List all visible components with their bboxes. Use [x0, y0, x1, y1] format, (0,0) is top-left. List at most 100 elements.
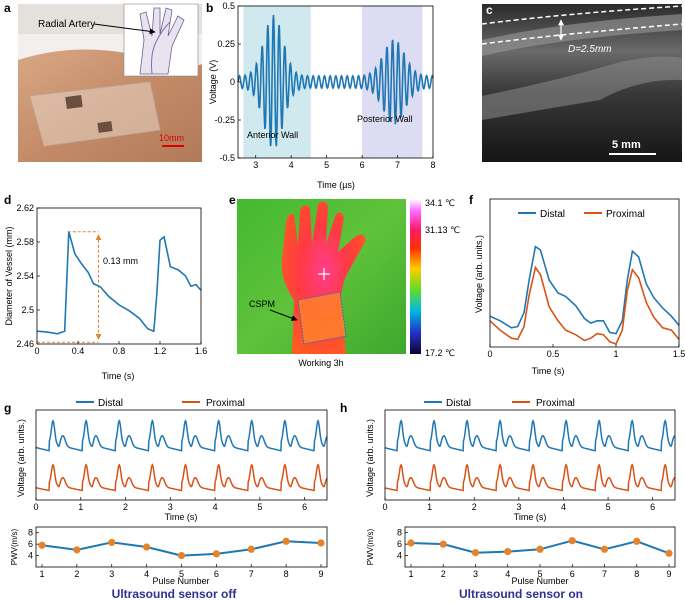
caption-g: Ultrasound sensor off: [112, 587, 238, 601]
scale-bar-c-label: 5 mm: [612, 139, 641, 151]
g_bottom-xtick-label: 6: [214, 569, 219, 579]
x-axis-label-d: Time (s): [102, 371, 135, 381]
caption-h: Ultrasound sensor on: [459, 587, 583, 601]
sensor-element: [97, 121, 113, 133]
colorbar-mid-label: 31.13 ℃: [425, 225, 460, 235]
d-xtick-label: 1.6: [195, 346, 208, 356]
h_bottom-ytick-label: 4: [397, 551, 402, 561]
proximal-series-line-f: [489, 265, 680, 346]
legend-distal-g: Distal: [98, 398, 123, 409]
distal-pulse-train-g_top: [35, 419, 328, 452]
d-xtick-label: 0.8: [113, 346, 126, 356]
plot-frame-g-top: [35, 409, 328, 501]
h_bottom-ytick-label: 6: [397, 539, 402, 549]
pwv-point: [407, 539, 415, 547]
sensor-element: [65, 94, 83, 110]
b-xtick-label: 6: [360, 160, 365, 170]
distal-series-line-f: [489, 245, 680, 335]
g_bottom-xtick-label: 4: [144, 569, 149, 579]
panel-b-letter: b: [206, 1, 213, 15]
g_bottom-ytick-label: 6: [28, 539, 33, 549]
h_top-xtick-label: 5: [606, 502, 611, 512]
h_bottom-xtick-label: 6: [570, 569, 575, 579]
h_bottom-xtick-label: 4: [505, 569, 510, 579]
pwv-point: [108, 538, 116, 547]
g_bottom-xtick-label: 2: [74, 569, 79, 579]
g_bottom-xtick-label: 7: [249, 569, 254, 579]
x-axis-label-b: Time (µs): [317, 180, 355, 190]
diameter-label: D=2.5mm: [568, 44, 612, 55]
y-axis-label-g-bottom: PWV(m/s): [10, 528, 19, 565]
diameter-series-line: [36, 231, 202, 335]
d-xtick-label: 0.4: [72, 346, 85, 356]
pwv-point: [282, 537, 290, 545]
d-ytick-label: 2.58: [16, 237, 34, 247]
f-xtick-label: 1: [613, 349, 618, 359]
b-xtick-label: 7: [395, 160, 400, 170]
h_bottom-ytick-label: 8: [397, 528, 402, 538]
radial-artery-arrow: [93, 23, 156, 35]
hand-drawing: [139, 7, 185, 75]
h_bottom-xtick-label: 7: [602, 569, 607, 579]
proximal-pulse-train-h_top: [384, 463, 676, 492]
y-axis-label-f: Voltage (arb. units.): [474, 235, 484, 313]
panel-h: h Distal Proximal 0 1 2 3 4 5 6 Time (s) Volta…: [340, 398, 676, 601]
f-xtick-label: 0.5: [547, 349, 560, 359]
panel-c-letter: c: [486, 3, 493, 17]
pwv-point: [247, 545, 255, 553]
distal-pulse-train-h_top: [384, 419, 676, 452]
h_bottom-xtick-label: 2: [441, 569, 446, 579]
pwv-point: [600, 545, 609, 553]
h_top-xtick-label: 2: [472, 502, 477, 512]
h_bottom-xtick-label: 5: [537, 569, 542, 579]
device-region: [297, 291, 347, 345]
pwv-point: [439, 540, 447, 548]
radial-artery-label: Radial Artery: [38, 19, 95, 30]
g_top-xtick-label: 4: [213, 502, 218, 512]
colorbar-min-label: 17.2 ℃: [425, 348, 455, 358]
artery-drawing: [151, 21, 171, 75]
y-axis-label-d: Diameter of Vessel (mm): [4, 226, 14, 325]
y-axis-label-h-top: Voltage (arb. units.): [365, 419, 375, 497]
pwv-point: [212, 550, 220, 558]
plot-frame-d: [36, 207, 202, 345]
scale-bar-a-label: 10mm: [159, 133, 184, 143]
legend-proximal-g: Proximal: [206, 398, 245, 409]
legend-distal-f: Distal: [540, 209, 565, 220]
panel-d: d 0 0.4 0.8 1.2 1.6 2.46 2.5 2.54 2.58 2.62 0.13 …: [4, 193, 207, 381]
h_bottom-xtick-label: 9: [666, 569, 671, 579]
b-xtick-label: 8: [430, 160, 435, 170]
pwv-point: [536, 545, 544, 553]
panel-g: g Distal Proximal 0 1 2 3 4 5 6 Time (s) Volta…: [4, 398, 328, 601]
legend-distal-h: Distal: [446, 398, 471, 409]
plot-frame-g-bottom: [35, 526, 328, 568]
vessel-wall-lower: [481, 23, 683, 45]
x-axis-label-f: Time (s): [532, 366, 565, 376]
x-axis-label-h-bottom: Pulse Number: [511, 576, 568, 586]
h_top-xtick-label: 4: [561, 502, 566, 512]
b-ytick-label: -0.5: [219, 153, 235, 163]
panel-a: a Radial Artery 10mm: [4, 1, 202, 162]
pwv-point: [471, 549, 480, 557]
g_top-xtick-label: 5: [257, 502, 262, 512]
pwv-point: [143, 543, 151, 551]
plot-frame-h-top: [384, 409, 676, 501]
g_top-xtick-label: 6: [302, 502, 307, 512]
pwv-point: [177, 551, 186, 560]
d-xtick-label: 0: [34, 346, 39, 356]
panel-a-letter: a: [4, 1, 11, 15]
y-axis-label-g-top: Voltage (arb. units.): [16, 419, 26, 497]
g_bottom-xtick-label: 1: [39, 569, 44, 579]
b-ytick-label: 0.25: [217, 39, 235, 49]
h_top-xtick-label: 0: [382, 502, 387, 512]
device-arrow: [269, 309, 298, 321]
y-axis-label-b: Voltage (V): [208, 60, 218, 105]
echo-signal-line: [237, 15, 434, 147]
h_top-xtick-label: 3: [516, 502, 521, 512]
pwv-point: [73, 546, 81, 554]
g_bottom-xtick-label: 5: [179, 569, 184, 579]
d-ytick-label: 2.62: [16, 203, 34, 213]
b-ytick-label: 0.5: [222, 1, 235, 11]
